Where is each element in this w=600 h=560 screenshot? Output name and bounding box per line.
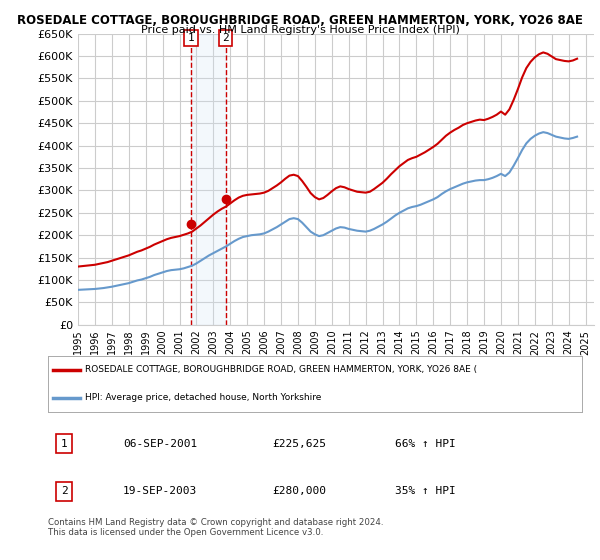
Text: Contains HM Land Registry data © Crown copyright and database right 2024.
This d: Contains HM Land Registry data © Crown c… <box>48 518 383 538</box>
Text: 2: 2 <box>61 487 67 497</box>
Text: 66% ↑ HPI: 66% ↑ HPI <box>395 439 456 449</box>
Text: 35% ↑ HPI: 35% ↑ HPI <box>395 487 456 497</box>
Text: Price paid vs. HM Land Registry's House Price Index (HPI): Price paid vs. HM Land Registry's House … <box>140 25 460 35</box>
Text: £225,625: £225,625 <box>272 439 326 449</box>
Text: ROSEDALE COTTAGE, BOROUGHBRIDGE ROAD, GREEN HAMMERTON, YORK, YO26 8AE: ROSEDALE COTTAGE, BOROUGHBRIDGE ROAD, GR… <box>17 14 583 27</box>
Text: HPI: Average price, detached house, North Yorkshire: HPI: Average price, detached house, Nort… <box>85 393 322 402</box>
Text: 1: 1 <box>188 33 194 43</box>
Text: 06-SEP-2001: 06-SEP-2001 <box>123 439 197 449</box>
Text: 19-SEP-2003: 19-SEP-2003 <box>123 487 197 497</box>
Text: ROSEDALE COTTAGE, BOROUGHBRIDGE ROAD, GREEN HAMMERTON, YORK, YO26 8AE (: ROSEDALE COTTAGE, BOROUGHBRIDGE ROAD, GR… <box>85 365 478 374</box>
Text: £280,000: £280,000 <box>272 487 326 497</box>
Text: 1: 1 <box>61 439 67 449</box>
Text: 2: 2 <box>222 33 229 43</box>
Bar <box>191 34 226 325</box>
